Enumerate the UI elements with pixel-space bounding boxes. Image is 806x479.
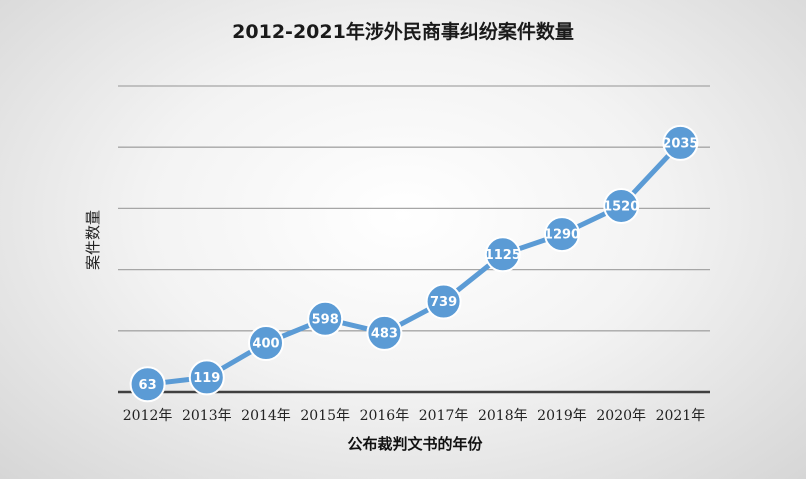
- gridlines: [118, 85, 710, 332]
- data-label: 598: [312, 312, 339, 327]
- data-label: 400: [252, 337, 279, 352]
- data-point: [603, 187, 640, 224]
- data-label: 2035: [662, 136, 698, 151]
- x-tick-label: 2019年: [537, 408, 587, 424]
- x-tick-label: 2017年: [419, 408, 469, 424]
- x-tick-label: 2014年: [241, 408, 291, 424]
- data-label: 1290: [544, 228, 580, 243]
- data-point: [129, 366, 166, 403]
- data-label: 1520: [603, 199, 639, 214]
- data-points: 63 119 400 598 483 739 1125 1290 1520 2035: [129, 124, 699, 403]
- x-tick-label: 2016年: [360, 408, 410, 424]
- x-tick-label: 2021年: [656, 408, 706, 424]
- x-tick-label: 2015年: [300, 408, 350, 424]
- x-tick-labels: 2012年 2013年 2014年 2015年 2016年 2017年 2018年 2019年…: [123, 408, 705, 424]
- data-point: [248, 325, 284, 362]
- data-label: 63: [139, 378, 157, 393]
- x-tick-label: 2020年: [596, 408, 646, 424]
- y-axis-label: 案件数量: [84, 210, 102, 270]
- data-point: [544, 216, 580, 253]
- x-axis-label: 公布裁判文书的年份: [347, 435, 483, 453]
- data-label: 119: [193, 371, 220, 386]
- data-point: [366, 314, 403, 351]
- data-label: 739: [430, 295, 457, 310]
- x-tick-label: 2018年: [478, 408, 528, 424]
- series-line: [147, 141, 683, 387]
- data-point: [484, 236, 521, 273]
- x-tick-label: 2012年: [123, 408, 173, 424]
- chart-title: 2012-2021年涉外民商事纠纷案件数量: [232, 20, 574, 43]
- data-point: [188, 359, 225, 396]
- x-tick-label: 2013年: [182, 408, 232, 424]
- data-label: 1125: [485, 248, 521, 263]
- data-point: [425, 283, 462, 320]
- data-label: 483: [371, 326, 398, 341]
- data-point: [307, 300, 344, 337]
- data-point: [662, 124, 699, 161]
